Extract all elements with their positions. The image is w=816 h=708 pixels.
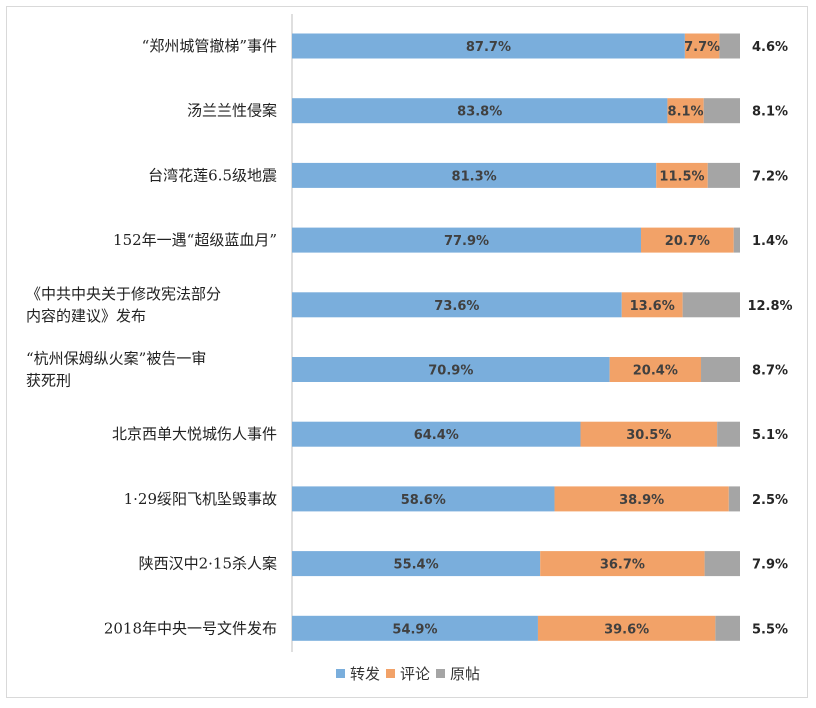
bar-comment-9: [537, 615, 716, 641]
data-label: 58.6%: [401, 493, 446, 508]
bar-original-5: [701, 357, 740, 382]
category-label: 内容的建议》发布: [26, 307, 146, 325]
data-label: 55.4%: [394, 558, 439, 573]
bar-comment-2: [656, 162, 708, 188]
category-label: 陕西汉中2·15杀人案: [139, 555, 277, 573]
data-label: 20.4%: [633, 364, 678, 379]
data-label: 87.7%: [466, 40, 511, 55]
data-label: 5.5%: [752, 622, 788, 637]
bar-repost-2: [292, 162, 657, 188]
legend-label: 转发: [349, 665, 380, 683]
bar-comment-6: [580, 421, 718, 447]
data-label: 2.5%: [752, 493, 788, 508]
legend-label: 原帖: [450, 665, 481, 683]
category-label: 台湾花莲6.5级地震: [148, 166, 277, 184]
bar-repost-1: [292, 98, 668, 124]
bar-repost-6: [292, 421, 581, 447]
category-label: 2018年中央一号文件发布: [104, 619, 277, 637]
bar-comment-1: [667, 98, 704, 124]
bar-original-4: [682, 292, 740, 318]
data-label: 64.4%: [414, 428, 459, 443]
category-label: “郑州城管撤梯”事件: [142, 37, 277, 55]
data-label: 5.1%: [752, 428, 788, 443]
bar-original-8: [704, 551, 740, 577]
bar-original-9: [715, 615, 740, 641]
category-label: “杭州保姆纵火案”被告一审: [26, 350, 206, 368]
data-label: 8.1%: [668, 105, 704, 120]
legend-swatch: [385, 669, 395, 678]
category-label: 《中共中央关于修改宪法部分: [26, 285, 221, 303]
bar-comment-4: [621, 292, 683, 318]
bar-repost-0: [292, 33, 685, 59]
data-label: 4.6%: [752, 40, 788, 55]
data-label: 54.9%: [392, 622, 437, 637]
data-label: 77.9%: [444, 234, 489, 249]
data-label: 20.7%: [665, 234, 710, 249]
legend-swatch: [436, 669, 445, 678]
data-label: 81.3%: [452, 169, 497, 184]
data-label: 38.9%: [619, 493, 664, 508]
bar-comment-5: [609, 357, 702, 382]
category-label: 152年一遇“超级蓝血月”: [113, 231, 277, 249]
bar-comment-7: [554, 486, 729, 512]
data-label: 7.2%: [752, 169, 788, 184]
legend-item: 评论: [385, 663, 430, 684]
data-label: 73.6%: [434, 299, 479, 314]
category-label: 获死刑: [26, 372, 71, 390]
legend-item: 原帖: [436, 663, 480, 684]
bar-repost-9: [292, 615, 538, 641]
category-label: 北京西单大悦城伤人事件: [112, 425, 277, 443]
category-label: 汤兰兰性侵案: [187, 102, 277, 120]
data-label: 11.5%: [659, 169, 704, 184]
bar-repost-7: [292, 486, 555, 512]
legend-swatch: [335, 669, 345, 678]
data-label: 36.7%: [600, 558, 645, 573]
bar-original-0: [719, 33, 740, 59]
bar-repost-3: [292, 227, 641, 253]
bar-comment-3: [640, 227, 734, 253]
bar-repost-8: [292, 551, 541, 577]
chart-legend: 转发 评论 原帖: [0, 663, 816, 684]
data-label: 70.9%: [428, 364, 473, 379]
category-label: 1·29绥阳飞机坠毁事故: [124, 490, 277, 508]
data-label: 12.8%: [747, 299, 792, 314]
bar-comment-0: [684, 33, 720, 59]
bar-original-3: [733, 227, 740, 253]
bar-original-7: [728, 486, 740, 512]
data-label: 13.6%: [630, 299, 675, 314]
data-label: 8.1%: [752, 105, 788, 120]
bar-original-6: [717, 421, 740, 447]
data-label: 30.5%: [626, 428, 671, 443]
bar-repost-4: [292, 292, 622, 318]
data-label: 8.7%: [752, 364, 788, 379]
legend-label: 评论: [399, 665, 430, 683]
bar-original-2: [707, 162, 740, 188]
data-label: 7.9%: [752, 558, 788, 573]
bar-original-1: [703, 98, 740, 124]
bar-repost-5: [292, 357, 610, 382]
data-label: 39.6%: [604, 622, 649, 637]
data-label: 1.4%: [752, 234, 788, 249]
legend-item: 转发: [335, 663, 380, 684]
data-label: 7.7%: [684, 40, 720, 55]
bar-comment-8: [540, 551, 705, 577]
data-label: 83.8%: [457, 105, 502, 120]
